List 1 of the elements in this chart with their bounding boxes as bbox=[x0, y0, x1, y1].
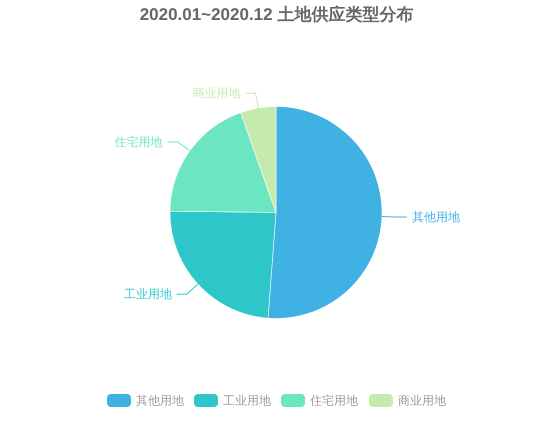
title: 2020.01~2020.12 土地供应类型分布 bbox=[140, 5, 414, 24]
